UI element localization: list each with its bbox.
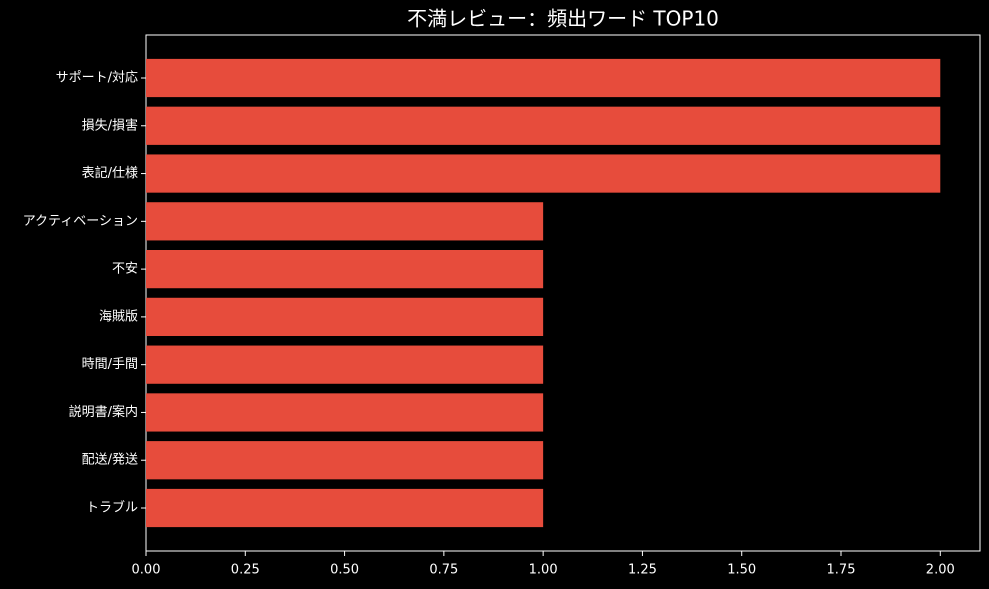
bar [146, 250, 544, 289]
chart-title: 不満レビュー：頻出ワード TOP10 [407, 7, 719, 31]
y-tick-label: 不安 [112, 262, 138, 277]
y-tick-label: アクティベーション [23, 214, 138, 229]
bar [146, 441, 544, 480]
bar [146, 297, 544, 336]
x-tick-label: 1.00 [529, 563, 558, 578]
y-tick-label: 時間/手間 [82, 357, 138, 372]
y-tick-label: サポート/対応 [56, 71, 138, 86]
bar [146, 106, 941, 145]
x-tick-label: 0.00 [132, 563, 161, 578]
x-tick-label: 0.50 [330, 563, 359, 578]
x-tick-label: 1.25 [628, 563, 657, 578]
x-tick-label: 1.50 [727, 563, 756, 578]
x-tick-label: 0.25 [231, 563, 260, 578]
x-tick-label: 1.75 [827, 563, 856, 578]
bar [146, 488, 544, 528]
plot-frame [145, 34, 981, 552]
y-tick-label: 説明書/案内 [69, 404, 138, 420]
bar [146, 345, 544, 384]
y-tick-label: 損失/損害 [82, 117, 138, 133]
y-tick-label: 配送/発送 [82, 453, 138, 468]
bar [146, 58, 941, 98]
x-tick-label: 2.00 [926, 563, 955, 578]
bar [146, 154, 941, 193]
y-tick-label: 表記/仕様 [82, 165, 138, 181]
bar [146, 393, 544, 432]
y-tick-label: 海賊版 [99, 309, 138, 324]
x-tick-label: 0.75 [429, 563, 458, 578]
bar [146, 202, 544, 241]
y-tick-label: トラブル [86, 500, 138, 516]
